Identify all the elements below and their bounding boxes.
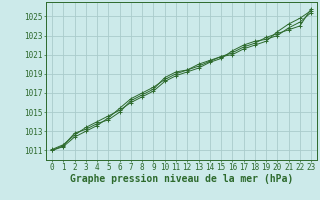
X-axis label: Graphe pression niveau de la mer (hPa): Graphe pression niveau de la mer (hPa)	[70, 174, 293, 184]
